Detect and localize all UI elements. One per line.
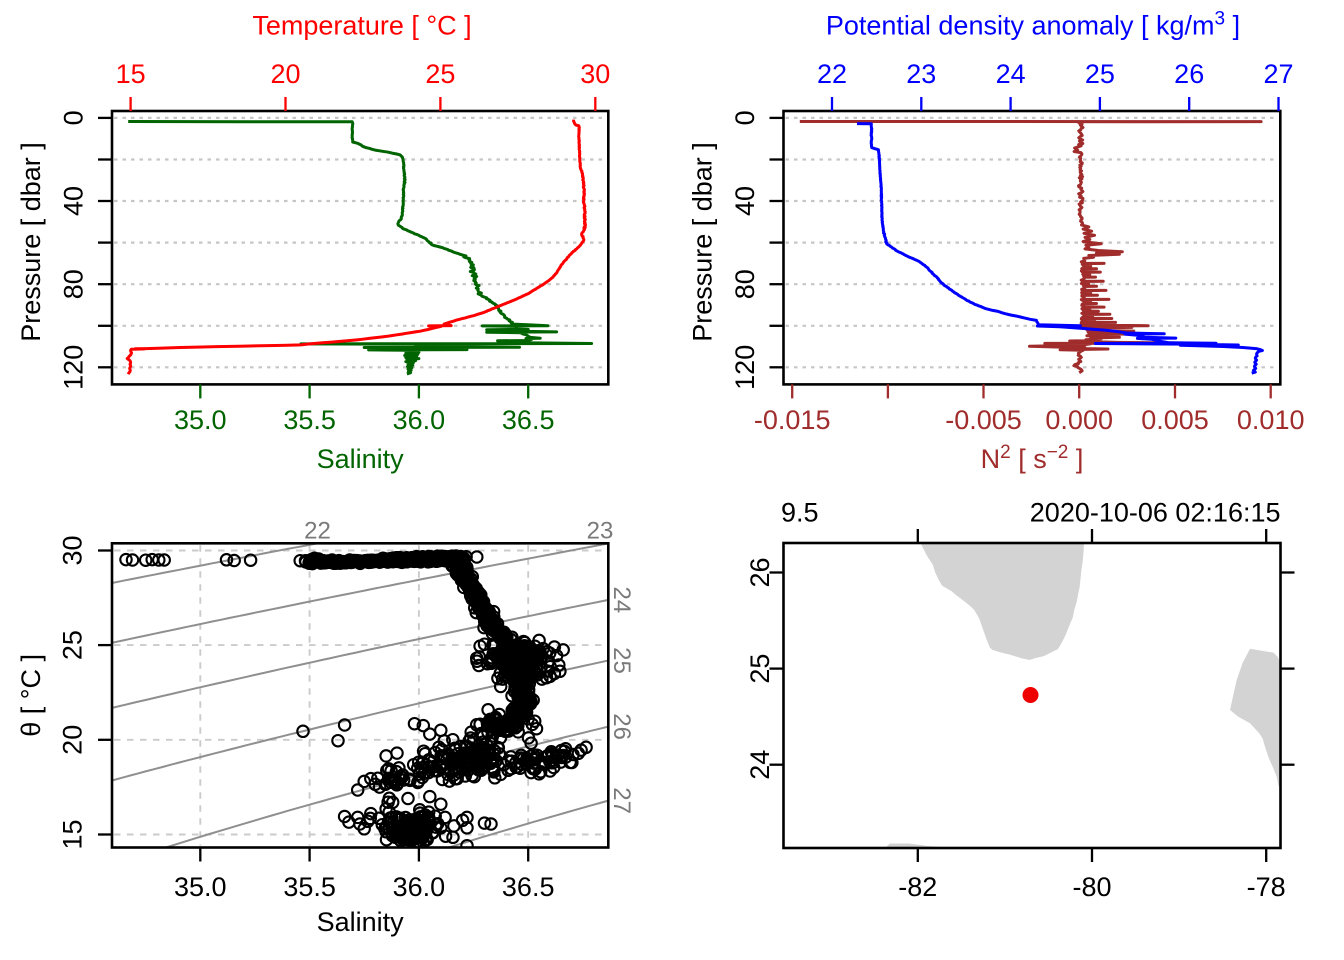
- svg-text:-80: -80: [1072, 872, 1111, 902]
- svg-text:25: 25: [608, 647, 635, 674]
- svg-text:35.5: 35.5: [283, 872, 336, 902]
- svg-text:9.5: 9.5: [781, 498, 819, 528]
- svg-text:24: 24: [996, 59, 1026, 89]
- svg-text:Salinity: Salinity: [317, 907, 405, 937]
- svg-text:22: 22: [304, 518, 331, 545]
- svg-text:25: 25: [58, 630, 88, 660]
- svg-text:24: 24: [608, 587, 635, 614]
- svg-text:Temperature [ °C ]: Temperature [ °C ]: [252, 11, 471, 41]
- svg-text:-82: -82: [898, 872, 937, 902]
- svg-text:40: 40: [59, 186, 89, 216]
- svg-text:Pressure [ dbar ]: Pressure [ dbar ]: [16, 142, 46, 342]
- svg-text:θ [ °C ]: θ [ °C ]: [16, 654, 46, 737]
- svg-text:26: 26: [745, 557, 775, 587]
- svg-text:Pressure [ dbar ]: Pressure [ dbar ]: [688, 142, 718, 342]
- svg-text:Potential density anomaly [ kg: Potential density anomaly [ kg/m3 ]: [826, 9, 1240, 41]
- svg-text:35.0: 35.0: [174, 872, 227, 902]
- svg-text:80: 80: [59, 269, 89, 299]
- svg-text:36.0: 36.0: [393, 405, 446, 435]
- svg-text:2020-10-06 02:16:15: 2020-10-06 02:16:15: [1030, 498, 1281, 528]
- svg-text:80: 80: [730, 269, 760, 299]
- svg-text:25: 25: [1085, 59, 1115, 89]
- svg-text:0.010: 0.010: [1237, 405, 1305, 435]
- svg-text:-0.015: -0.015: [754, 405, 831, 435]
- svg-text:15: 15: [58, 819, 88, 849]
- svg-text:-78: -78: [1247, 872, 1286, 902]
- svg-text:26: 26: [608, 713, 635, 740]
- svg-text:24: 24: [745, 750, 775, 780]
- svg-text:27: 27: [608, 787, 635, 814]
- svg-text:25: 25: [425, 59, 455, 89]
- svg-text:20: 20: [270, 59, 300, 89]
- svg-text:36.0: 36.0: [393, 872, 446, 902]
- svg-text:23: 23: [587, 518, 614, 545]
- svg-text:Salinity: Salinity: [317, 444, 405, 474]
- svg-text:40: 40: [730, 186, 760, 216]
- svg-text:0: 0: [730, 110, 760, 125]
- svg-text:0.005: 0.005: [1141, 405, 1209, 435]
- svg-text:25: 25: [745, 654, 775, 684]
- svg-text:26: 26: [1174, 59, 1204, 89]
- svg-text:20: 20: [58, 725, 88, 755]
- svg-text:36.5: 36.5: [502, 872, 555, 902]
- svg-text:36.5: 36.5: [502, 405, 555, 435]
- svg-text:15: 15: [116, 59, 146, 89]
- svg-text:120: 120: [730, 345, 760, 390]
- svg-text:30: 30: [58, 535, 88, 565]
- svg-text:27: 27: [1263, 59, 1293, 89]
- svg-text:120: 120: [59, 345, 89, 390]
- svg-text:0.000: 0.000: [1045, 405, 1113, 435]
- svg-text:23: 23: [906, 59, 936, 89]
- svg-text:-0.005: -0.005: [945, 405, 1022, 435]
- svg-text:35.5: 35.5: [283, 405, 336, 435]
- svg-text:30: 30: [580, 59, 610, 89]
- svg-text:0: 0: [59, 110, 89, 125]
- svg-text:35.0: 35.0: [174, 405, 227, 435]
- svg-text:22: 22: [817, 59, 847, 89]
- svg-text:N2 [ s−2 ]: N2 [ s−2 ]: [981, 442, 1084, 474]
